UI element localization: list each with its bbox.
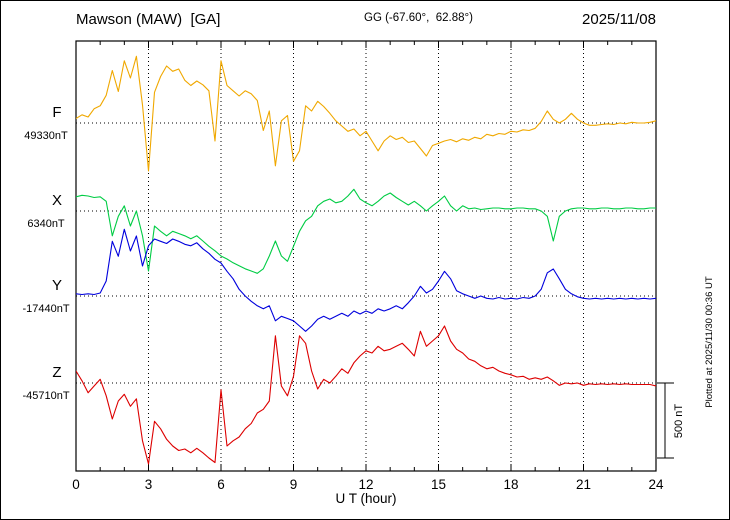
x-tick-label: 24 [648,477,664,492]
x-tick-label: 0 [72,477,80,492]
trace-F [76,55,656,172]
x-axis-label: U T (hour) [335,491,396,506]
baseline-value-X: 6340nT [27,218,65,230]
baseline-value-F: 49330nT [24,130,68,142]
scale-bar-label: 500 nT [673,404,685,439]
plotted-at-note: Plotted at 2025/11/30 00:36 UT [704,276,715,408]
component-label-X: X [52,192,62,209]
trace-X [76,188,656,274]
x-tick-label: 9 [290,477,298,492]
trace-Y [76,228,656,332]
x-tick-label: 21 [576,477,591,492]
plot-frame [75,40,657,472]
x-tick-label: 6 [217,477,225,492]
station-title: Mawson (MAW) [GA] [76,11,220,28]
x-tick-label: 3 [145,477,153,492]
gg-coordinates: GG (-67.60°, 62.88°) [364,12,473,24]
date-label: 2025/11/08 [582,11,656,28]
component-label-Y: Y [52,277,62,294]
component-label-F: F [52,104,61,121]
component-label-Z: Z [52,364,61,381]
trace-Z [76,325,656,465]
baseline-value-Y: -17440nT [22,303,69,315]
x-tick-label: 18 [503,477,518,492]
x-tick-label: 15 [431,477,446,492]
baseline-value-Z: -45710nT [22,390,69,402]
x-tick-label: 12 [358,477,373,492]
